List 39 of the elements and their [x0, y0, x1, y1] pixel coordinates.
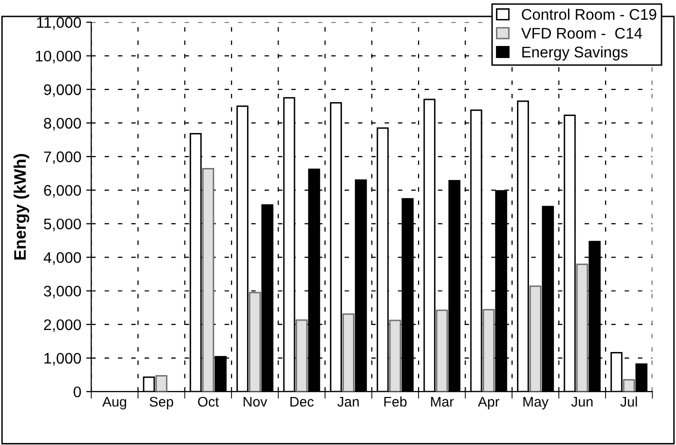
bar: [576, 264, 588, 392]
y-tick-label: 2,000: [44, 319, 81, 332]
bar: [482, 308, 495, 392]
bar: [296, 319, 308, 392]
bar: [342, 313, 354, 392]
bar: [436, 310, 448, 392]
bar: [529, 285, 542, 392]
y-tick-label: 11,000: [37, 17, 81, 30]
x-tick-label: Dec: [290, 396, 314, 407]
bar: [155, 375, 168, 392]
x-tick-label: Jan: [337, 396, 359, 407]
bar: [389, 320, 402, 392]
y-tick-label: 10,000: [36, 50, 81, 64]
y-tick-label: 0: [74, 386, 81, 398]
x-tick-label: Sep: [150, 396, 174, 410]
bar: [248, 292, 261, 392]
y-tick-label: 5,000: [44, 218, 81, 232]
y-axis-title: Energy (kWh): [14, 154, 30, 260]
x-tick-label: Oct: [198, 396, 219, 407]
legend-label: VFD Room - C14: [521, 28, 642, 39]
bar: [202, 168, 214, 392]
bar: [622, 379, 635, 392]
y-tick-label: 9,000: [44, 84, 81, 97]
legend-label: Energy Savings: [522, 46, 628, 61]
x-tick-label: Nov: [244, 396, 268, 407]
y-tick-label: 6,000: [44, 185, 81, 198]
x-tick-label: Mar: [431, 396, 454, 407]
x-tick-label: Apr: [478, 396, 500, 410]
legend-label: Control Room - C19: [522, 8, 656, 20]
y-tick-label: 4,000: [44, 252, 81, 265]
x-tick-label: Jun: [571, 396, 592, 407]
x-tick-label: Jul: [620, 396, 637, 407]
y-tick-label: 7,000: [44, 151, 81, 164]
y-tick-label: 8,000: [44, 118, 81, 130]
y-tick-label: 3,000: [44, 286, 81, 298]
x-tick-label: Aug: [102, 396, 126, 410]
y-tick-label: 1,000: [44, 352, 81, 366]
x-tick-label: Feb: [384, 396, 407, 407]
x-tick-label: May: [523, 396, 549, 410]
